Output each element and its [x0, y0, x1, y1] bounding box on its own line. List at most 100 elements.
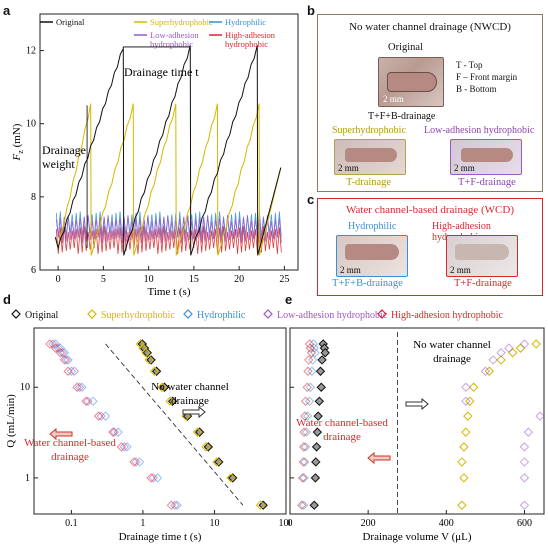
data-point: [201, 442, 211, 452]
x-axis-label: Time t (s): [148, 286, 191, 298]
data-point: [461, 382, 471, 392]
data-point: [306, 348, 317, 358]
data-point: [203, 442, 214, 452]
y-tick-label: 6: [31, 265, 36, 276]
x-tick-label: 100: [279, 518, 291, 529]
legend-label: High-adhesion: [225, 30, 276, 40]
data-point: [309, 500, 319, 510]
data-point: [142, 348, 152, 358]
data-point: [480, 366, 491, 376]
key-front: F – Front margin: [456, 72, 518, 82]
panel-e-label: e: [285, 292, 293, 307]
scale-bar-label: 2 mm: [454, 163, 475, 173]
data-point: [300, 411, 310, 421]
scale-bar-label: 2 mm: [338, 163, 359, 173]
data-point: [461, 427, 471, 437]
data-point: [258, 500, 268, 510]
la-photo: 2 mm: [450, 139, 522, 175]
data-point: [317, 355, 327, 365]
data-point: [316, 382, 326, 392]
drainage-key: T - Top F – Front margin B - Bottom: [456, 59, 517, 95]
panel-a-label: a: [3, 3, 11, 18]
data-point: [300, 457, 310, 467]
data-point: [192, 427, 203, 437]
data-point: [212, 457, 222, 467]
legend-label: Hydrophilic: [225, 17, 266, 27]
data-point: [457, 500, 467, 510]
ha-drain-label: T+F-drainage: [454, 278, 512, 289]
data-point: [66, 366, 77, 376]
data-point: [314, 396, 325, 406]
x-axis-label: Drainage time t (s): [119, 531, 202, 543]
legend-label: hydrophobic: [225, 39, 268, 49]
y-tick-label: 8: [31, 192, 36, 203]
data-point: [93, 411, 104, 421]
data-point: [45, 339, 55, 349]
data-point: [313, 411, 323, 421]
data-point: [131, 457, 141, 467]
data-point: [48, 339, 58, 349]
data-point: [297, 500, 307, 510]
y-tick-label: 12: [26, 46, 36, 57]
data-point: [119, 442, 130, 452]
data-point: [320, 348, 330, 358]
superhydrophobic-trace: [54, 103, 282, 256]
x-tick-label: 10: [144, 274, 154, 285]
data-point: [515, 343, 526, 353]
data-point: [315, 366, 326, 376]
data-point: [144, 355, 154, 365]
data-point: [299, 427, 309, 437]
legend-label: Original: [56, 17, 85, 27]
y-axis-label: Fz (mN): [11, 123, 25, 161]
data-point: [519, 457, 530, 467]
x-tick-label: 200: [361, 518, 376, 529]
data-point: [108, 427, 118, 437]
data-point: [488, 355, 498, 365]
data-point: [523, 427, 534, 437]
original-trace: [54, 44, 282, 256]
data-point: [461, 396, 471, 406]
left-arrow: [367, 451, 391, 465]
drainage-time-label: Drainage time t: [124, 65, 199, 79]
key-bottom: B - Bottom: [456, 84, 497, 94]
data-point: [300, 442, 311, 452]
legend-label: Superhydrophobic: [101, 310, 175, 321]
y-tick-label: 10: [26, 119, 36, 130]
data-point: [519, 442, 530, 452]
data-point: [81, 396, 91, 406]
y-axis-label: Q (mL/min): [5, 394, 17, 448]
x-tick-label: 20: [234, 274, 244, 285]
data-point: [465, 396, 475, 406]
legend-label: High-adhesion hydrophobic: [391, 310, 503, 321]
original-photo: 2 mm: [378, 57, 444, 107]
scale-bar-label: 2 mm: [340, 265, 361, 275]
panel-d-label: d: [3, 292, 11, 307]
data-point: [504, 343, 514, 353]
data-point: [167, 396, 178, 406]
data-point: [307, 366, 317, 376]
channel-label: drainage: [323, 431, 361, 443]
data-point: [535, 411, 545, 421]
data-point: [151, 366, 162, 376]
data-point: [69, 366, 80, 376]
x-tick-label: 15: [189, 274, 199, 285]
data-point: [159, 382, 170, 392]
regime-boundary: [105, 343, 244, 506]
la-label: Low-adhesion hydrophobic: [424, 125, 535, 136]
data-point: [304, 355, 314, 365]
y-tick-label: 10: [20, 382, 30, 393]
data-point: [305, 343, 316, 353]
data-point: [303, 366, 313, 376]
wcd-box: Water channel-based drainage (WCD) Hydro…: [317, 198, 543, 296]
data-point: [166, 500, 177, 510]
no-channel-label: No water channel: [151, 381, 229, 393]
x-tick-label: 0.1: [65, 518, 78, 529]
data-point: [57, 348, 68, 358]
data-point: [508, 348, 518, 358]
data-point: [157, 382, 167, 392]
legend-marker: [263, 309, 273, 319]
data-point: [301, 427, 312, 437]
data-point: [311, 457, 321, 467]
data-point: [59, 355, 70, 365]
data-point: [496, 355, 506, 365]
